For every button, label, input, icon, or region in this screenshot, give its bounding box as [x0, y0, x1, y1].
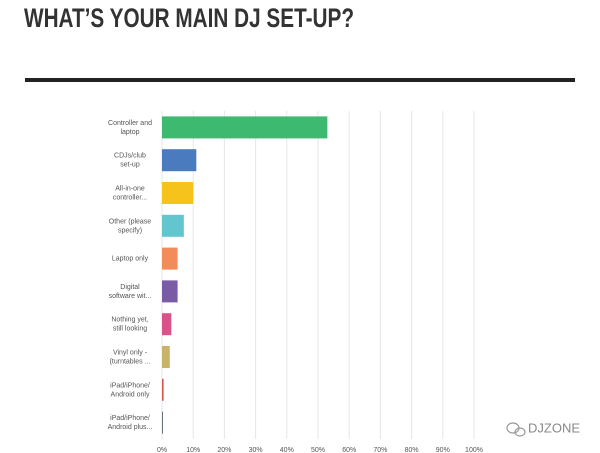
- category-label: Nothing yet, still looking: [111, 317, 148, 333]
- title-rule: [25, 78, 575, 82]
- bar: [162, 346, 170, 368]
- x-tick-label: 10%: [186, 447, 200, 453]
- category-label: Controller and laptop: [108, 120, 152, 136]
- category-label: CDJs/club set-up: [114, 153, 146, 169]
- x-tick-label: 100%: [465, 447, 483, 453]
- category-label: Laptop only: [112, 255, 149, 262]
- x-tick-label: 30%: [249, 447, 263, 453]
- watermark: DJZONE: [528, 420, 580, 435]
- x-tick-label: 70%: [373, 447, 387, 453]
- x-tick-label: 80%: [405, 447, 419, 453]
- x-tick-label: 40%: [280, 447, 294, 453]
- bar: [162, 247, 178, 270]
- x-tick-label: 50%: [311, 447, 325, 453]
- category-label: Vinyl only -(turntables ...: [110, 349, 151, 365]
- bar: [162, 313, 172, 336]
- bar: [162, 378, 164, 401]
- x-tick-label: 0%: [157, 447, 167, 453]
- bar: [162, 214, 184, 237]
- bar: [162, 411, 163, 434]
- bar: [162, 116, 328, 139]
- watermark-icon: [506, 422, 526, 437]
- x-tick-label: 60%: [342, 447, 356, 453]
- chart-title: WHAT’S YOUR MAIN DJ SET-UP?: [24, 3, 354, 33]
- x-tick-label: 90%: [436, 447, 450, 453]
- category-label: iPad/iPhone/Android only: [110, 382, 150, 398]
- bar: [162, 280, 178, 303]
- bar: [162, 182, 194, 204]
- category-label: iPad/iPhone/Android plus...: [108, 415, 153, 431]
- x-tick-label: 20%: [217, 447, 231, 453]
- bar: [162, 149, 197, 172]
- category-label: All-in-one controller...: [113, 185, 147, 201]
- category-label: Digital software wit...: [109, 284, 152, 300]
- category-label: Other (please specify): [109, 218, 152, 234]
